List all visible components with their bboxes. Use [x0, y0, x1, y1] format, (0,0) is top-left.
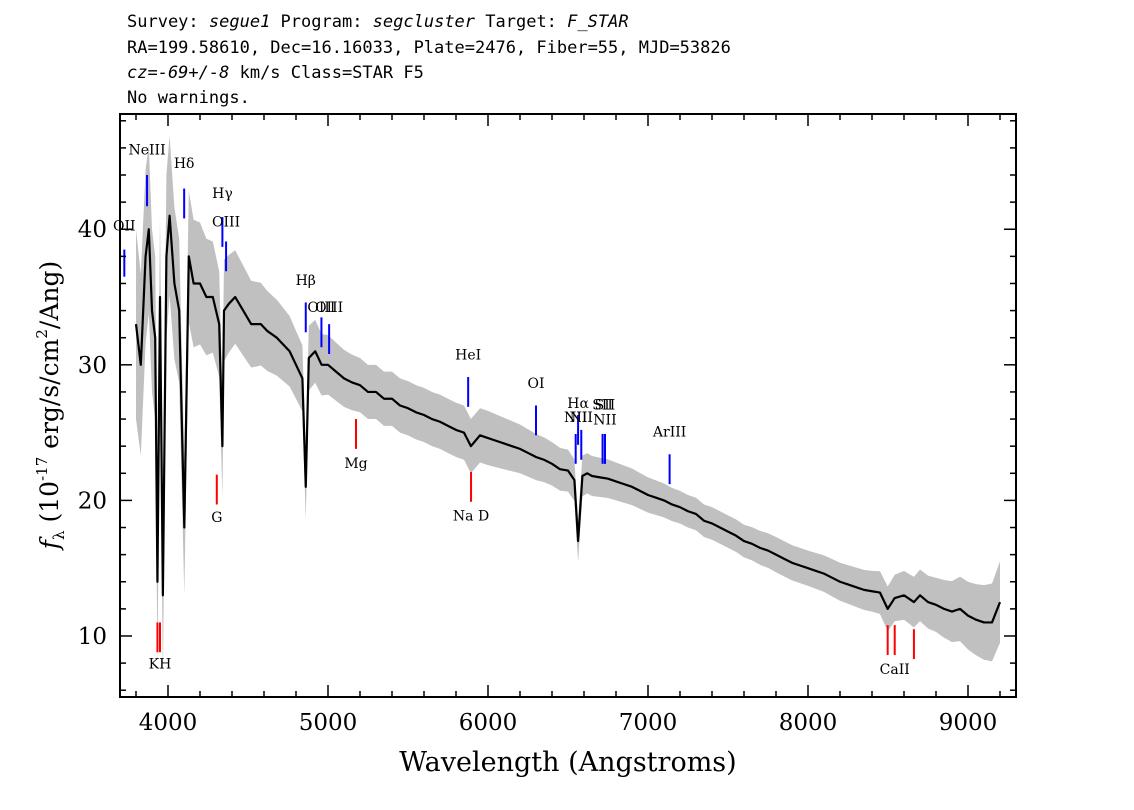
emission-line-label: OII	[113, 219, 136, 235]
emission-line-label: OI	[527, 376, 544, 392]
target-label: Target:	[475, 12, 568, 32]
y-tick-label: 10	[78, 624, 107, 650]
emission-line-label: NII	[564, 410, 587, 426]
line-markers-layer: OIINeIIIHδHγOIIIHβOIIIOIIIHeIOINIIHαNIIS…	[113, 143, 915, 678]
x-tick-label: 4000	[139, 710, 198, 736]
emission-line-label: OIII	[212, 215, 240, 231]
plot-frame	[119, 113, 1017, 698]
y-tick-label: 20	[78, 488, 107, 514]
flux-line	[134, 214, 1002, 624]
emission-line-label: OIII	[307, 300, 335, 316]
emission-line-label: Hα	[567, 396, 589, 412]
header-line-1: Survey: segue1 Program: segcluster Targe…	[127, 12, 629, 32]
x-axis-label: Wavelength (Angstroms)	[399, 747, 736, 778]
y-tick-label: 40	[78, 217, 107, 243]
y-axis-label: fλ (10-17 erg/s/cm2/Ang)	[33, 261, 68, 551]
absorption-line-label: KH	[149, 657, 172, 673]
emission-line-label: NII	[570, 410, 593, 426]
survey-value: segue1	[208, 12, 271, 32]
emission-line-label: Hβ	[296, 273, 316, 289]
emission-line-label: Hγ	[212, 186, 233, 202]
target-value: F_STAR	[567, 12, 629, 32]
y-tick-label: 30	[78, 353, 107, 379]
emission-line-label: OIII	[315, 300, 343, 316]
error-band-layer	[136, 135, 1000, 677]
redshift-value: cz=-69+/-8	[127, 63, 230, 83]
x-tick-label: 8000	[779, 710, 838, 736]
class-text: km/s Class=STAR F5	[229, 63, 424, 83]
emission-line-label: Hδ	[174, 156, 195, 172]
absorption-line-label: Na D	[453, 509, 489, 525]
emission-line-label: HeI	[455, 347, 481, 363]
axis-ticks: 4000 5000 6000 7000 8000 9000 10 20 30 40	[78, 114, 1016, 736]
absorption-line-label: Mg	[344, 456, 367, 472]
absorption-line-label: CaII	[880, 662, 910, 678]
x-tick-label: 7000	[619, 710, 678, 736]
emission-line-label: SII	[592, 398, 613, 414]
header-line-2: RA=199.58610, Dec=16.16033, Plate=2476, …	[127, 38, 731, 58]
error-band	[136, 135, 1000, 677]
survey-label: Survey:	[127, 12, 209, 32]
flux-series-layer	[134, 214, 1002, 624]
emission-line-label: SII	[595, 398, 616, 414]
program-label: Program:	[270, 12, 373, 32]
header-line-3: cz=-69+/-8 km/s Class=STAR F5	[127, 63, 424, 83]
emission-line-label: NII	[593, 412, 616, 428]
x-tick-label: 6000	[459, 710, 518, 736]
emission-line-label: NeIII	[128, 143, 165, 159]
absorption-line-label: G	[211, 510, 222, 526]
x-tick-label: 9000	[939, 710, 998, 736]
emission-line-label: ArIII	[652, 425, 686, 441]
header-line-4: No warnings.	[127, 88, 250, 108]
x-tick-label: 5000	[299, 710, 358, 736]
program-value: segcluster	[372, 12, 476, 32]
